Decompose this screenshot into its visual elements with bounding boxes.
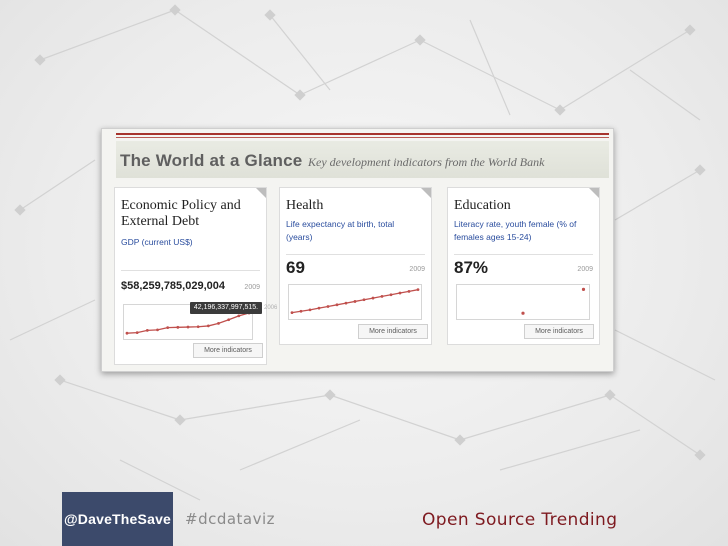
sparkline-point <box>206 324 210 328</box>
sparkline-point <box>290 311 294 315</box>
more-indicators-button[interactable]: More indicators <box>524 324 594 339</box>
header-rule-thin <box>116 137 609 138</box>
sparkline-point <box>217 322 220 325</box>
world-at-a-glance-screenshot: The World at a Glance Key development in… <box>101 128 614 372</box>
panel-value: 87% <box>454 258 489 277</box>
corner-fold-icon <box>589 188 599 198</box>
screenshot-title: The World at a Glance <box>120 151 303 170</box>
panel-indicator-link[interactable]: Life expectancy at birth, total (years) <box>286 219 395 242</box>
twitter-handle-badge: @DaveTheSave <box>62 492 173 546</box>
chart-tooltip: 42,196,337,997,515. <box>190 302 262 314</box>
sparkline-point <box>362 298 366 302</box>
sparkline-point <box>299 309 303 313</box>
panel-indicator-link[interactable]: Literacy rate, youth female (% of female… <box>454 219 577 242</box>
tooltip-year: 2006 <box>264 305 278 311</box>
sparkline-point <box>237 314 241 318</box>
more-indicators-button[interactable]: More indicators <box>358 324 428 339</box>
sparkline-point <box>308 308 312 312</box>
panel-title: Economic Policy and External Debt <box>121 198 241 229</box>
panel-economic-policy: Economic Policy and External Debt GDP (c… <box>114 187 277 365</box>
hashtag: #dcdataviz <box>185 510 276 528</box>
panel-title: Education <box>454 198 511 213</box>
panel-separator <box>286 254 425 255</box>
sparkline-point <box>196 325 200 329</box>
sparkline-point <box>227 318 231 322</box>
sparkline-point <box>317 306 321 310</box>
sparkline-path <box>126 312 250 334</box>
sparkline-point <box>176 325 180 329</box>
header-rule <box>116 133 609 135</box>
sparkline-point <box>326 305 330 308</box>
life-expectancy-sparkline <box>288 284 422 320</box>
slide-title: Open Source Trending <box>422 510 618 530</box>
screenshot-header: The World at a Glance Key development in… <box>116 141 609 178</box>
sparkline-point <box>344 301 348 305</box>
sparkline-point <box>380 295 384 298</box>
panel-year: 2009 <box>577 266 593 273</box>
panel-value: $58,259,785,029,004 <box>121 280 225 292</box>
sparkline-point <box>186 325 190 329</box>
panel-title: Health <box>286 198 324 213</box>
sparkline-point <box>135 331 139 335</box>
panel-separator <box>454 254 593 255</box>
sparkline-point <box>389 293 393 297</box>
screenshot-subtitle: Key development indicators from the Worl… <box>308 155 545 169</box>
sparkline-point <box>416 288 420 292</box>
panel-year: 2009 <box>409 266 425 273</box>
corner-fold-icon <box>421 188 431 198</box>
sparkline-point <box>521 311 525 315</box>
sparkline-point <box>125 331 129 335</box>
sparkline-point <box>335 303 339 307</box>
sparkline-point <box>407 289 411 293</box>
sparkline-point <box>371 296 375 300</box>
more-indicators-button[interactable]: More indicators <box>193 343 263 358</box>
panel-indicator-link[interactable]: GDP (current US$) <box>121 237 193 247</box>
panel-health: Health Life expectancy at birth, total (… <box>279 187 432 345</box>
sparkline-point <box>156 328 159 332</box>
panel-value: 69 <box>286 258 305 277</box>
literacy-sparkline <box>456 284 590 320</box>
panel-year: 2009 <box>244 284 260 291</box>
sparkline-point <box>353 300 357 303</box>
sparkline-point <box>398 291 402 295</box>
sparkline-point <box>581 287 586 291</box>
panel-education: Education Literacy rate, youth female (%… <box>447 187 600 345</box>
corner-fold-icon <box>256 188 266 198</box>
sparkline-point <box>166 326 170 329</box>
panel-separator <box>121 270 260 271</box>
sparkline-point <box>145 329 149 332</box>
